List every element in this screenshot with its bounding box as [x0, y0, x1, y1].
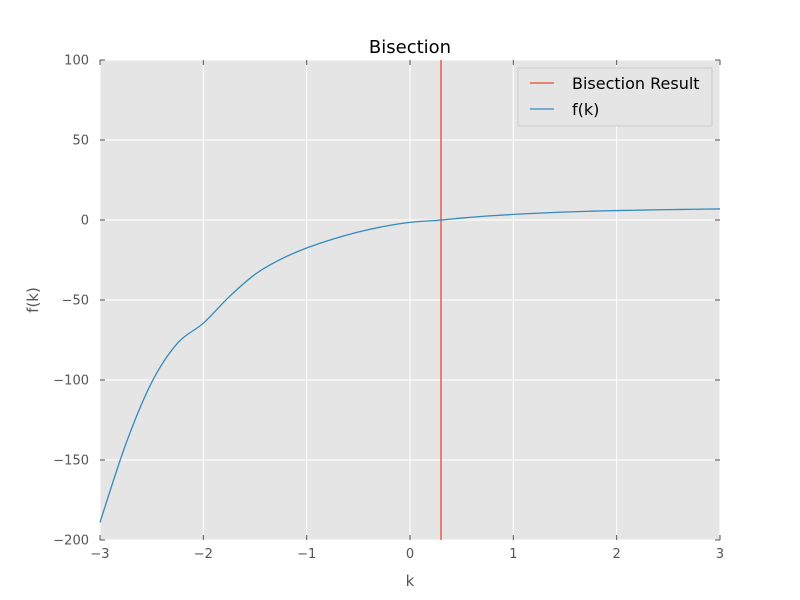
x-tick-label: −3: [90, 547, 109, 562]
x-tick-label: 1: [509, 547, 517, 562]
x-tick-label: 2: [613, 547, 621, 562]
axis-ticks: −3 −2 −1 0 1 2 3 −200 −150 −100 −50 0 50 100: [53, 54, 724, 563]
x-tick-label: −1: [297, 547, 316, 562]
y-tick-label: −150: [53, 454, 89, 469]
series-layer: [99, 60, 721, 540]
legend-label-f-k: f(k): [572, 100, 599, 119]
chart-title: Bisection: [369, 37, 451, 58]
x-axis-label: k: [406, 572, 415, 590]
f-k-curve: [99, 208, 721, 523]
legend-label-bisection-result: Bisection Result: [572, 74, 700, 93]
legend: Bisection Result f(k): [517, 67, 713, 127]
y-tick-label: −100: [53, 374, 89, 389]
y-tick-label: 0: [81, 214, 89, 229]
y-tick-label: −50: [62, 294, 89, 309]
y-tick-label: −200: [53, 534, 89, 549]
y-axis-label: f(k): [24, 287, 42, 313]
x-tick-label: 3: [716, 547, 724, 562]
legend-box: [517, 67, 713, 127]
y-tick-label: 50: [72, 134, 89, 149]
y-tick-label: 100: [64, 54, 89, 69]
x-tick-label: −2: [194, 547, 213, 562]
x-tick-label: 0: [406, 547, 414, 562]
